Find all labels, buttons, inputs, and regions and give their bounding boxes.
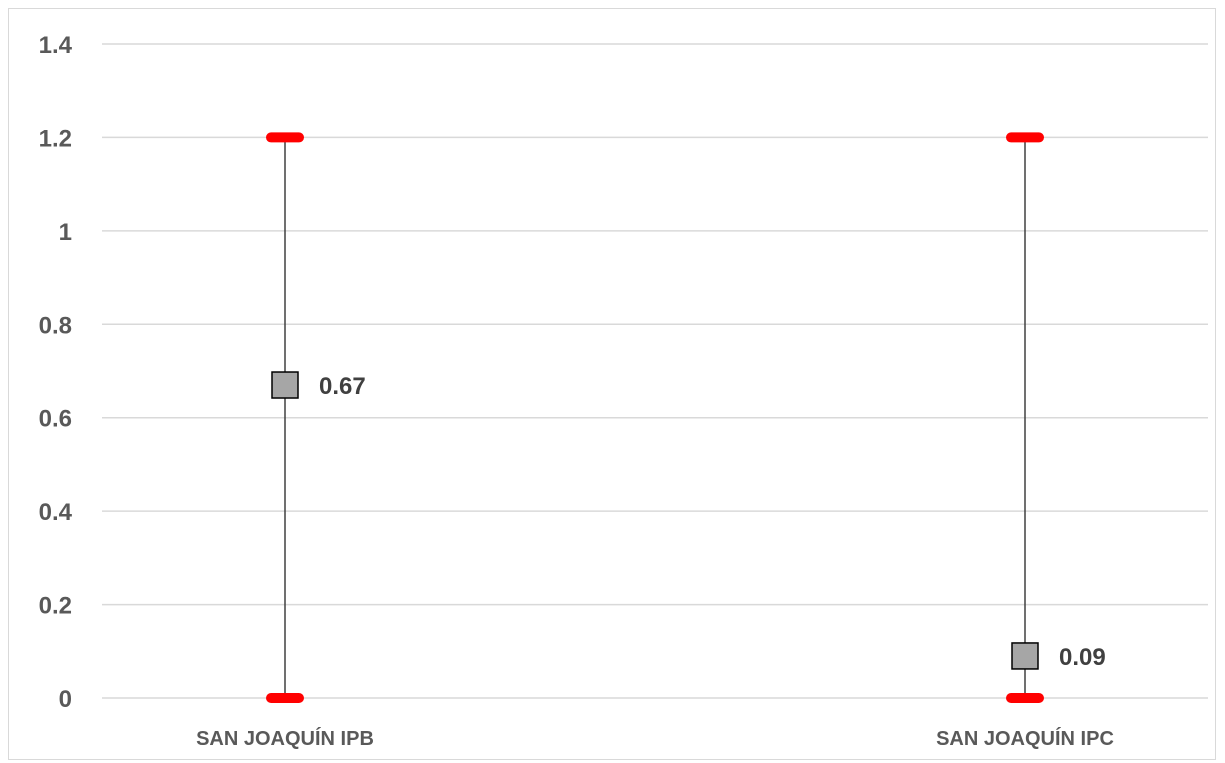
y-tick-label: 1.4: [39, 32, 73, 59]
y-tick-label: 1: [59, 219, 72, 246]
x-category-label: SAN JOAQUÍN IPB: [196, 727, 374, 750]
range-lines: [266, 132, 1044, 703]
y-tick-label: 0.8: [39, 312, 72, 339]
data-markers: [271, 371, 1039, 670]
data-marker: [271, 371, 299, 399]
x-axis-categories: SAN JOAQUÍN IPB SAN JOAQUÍN IPC: [196, 727, 1114, 750]
y-tick-label: 0.4: [39, 499, 73, 526]
y-axis-ticks: 0 0.2 0.4 0.6 0.8 1 1.2 1.4: [39, 32, 73, 713]
x-category-label: SAN JOAQUÍN IPC: [936, 727, 1114, 750]
data-marker: [1011, 642, 1039, 670]
y-tick-label: 1.2: [39, 125, 72, 152]
data-label: 0.67: [319, 373, 366, 400]
data-labels: 0.67 0.09: [319, 373, 1106, 671]
y-tick-label: 0: [59, 686, 72, 713]
gridlines: [102, 43, 1208, 699]
y-tick-label: 0.2: [39, 593, 72, 620]
data-label: 0.09: [1059, 644, 1106, 671]
y-tick-label: 0.6: [39, 406, 72, 433]
